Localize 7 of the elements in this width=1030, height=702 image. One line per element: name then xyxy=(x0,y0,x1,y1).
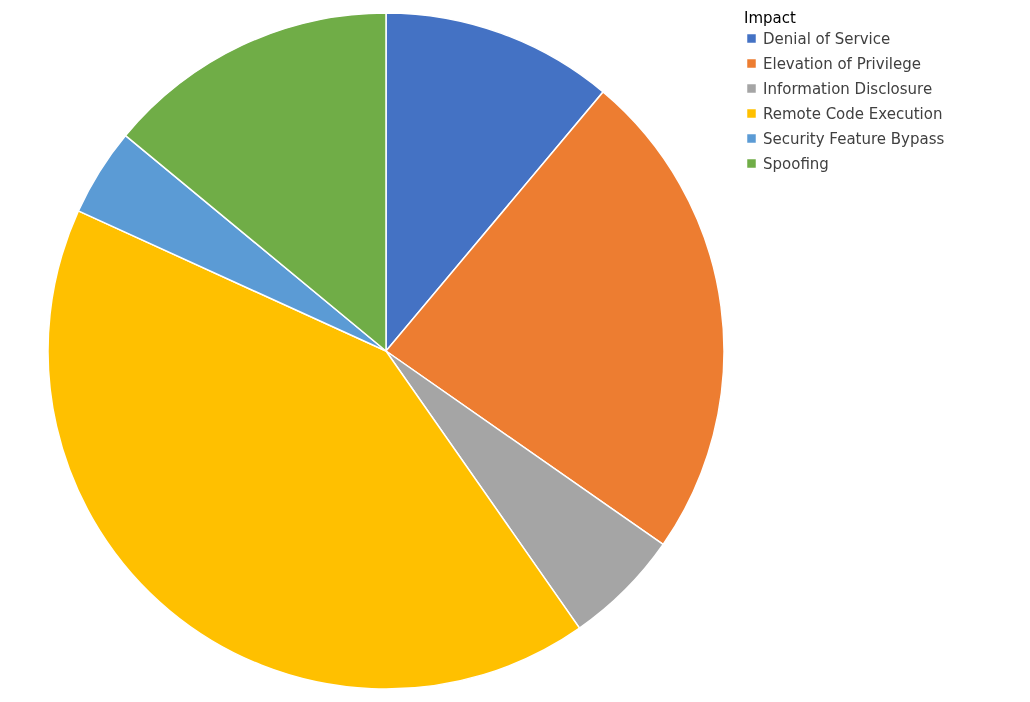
legend-label: Elevation of Privilege xyxy=(763,54,921,73)
legend-label: Security Feature Bypass xyxy=(763,129,945,148)
legend-title: Impact xyxy=(744,9,796,27)
legend-label: Denial of Service xyxy=(763,29,891,48)
legend-label: Remote Code Execution xyxy=(763,104,943,123)
legend-label: Spoofing xyxy=(763,154,829,173)
legend-label: Information Disclosure xyxy=(763,79,933,98)
